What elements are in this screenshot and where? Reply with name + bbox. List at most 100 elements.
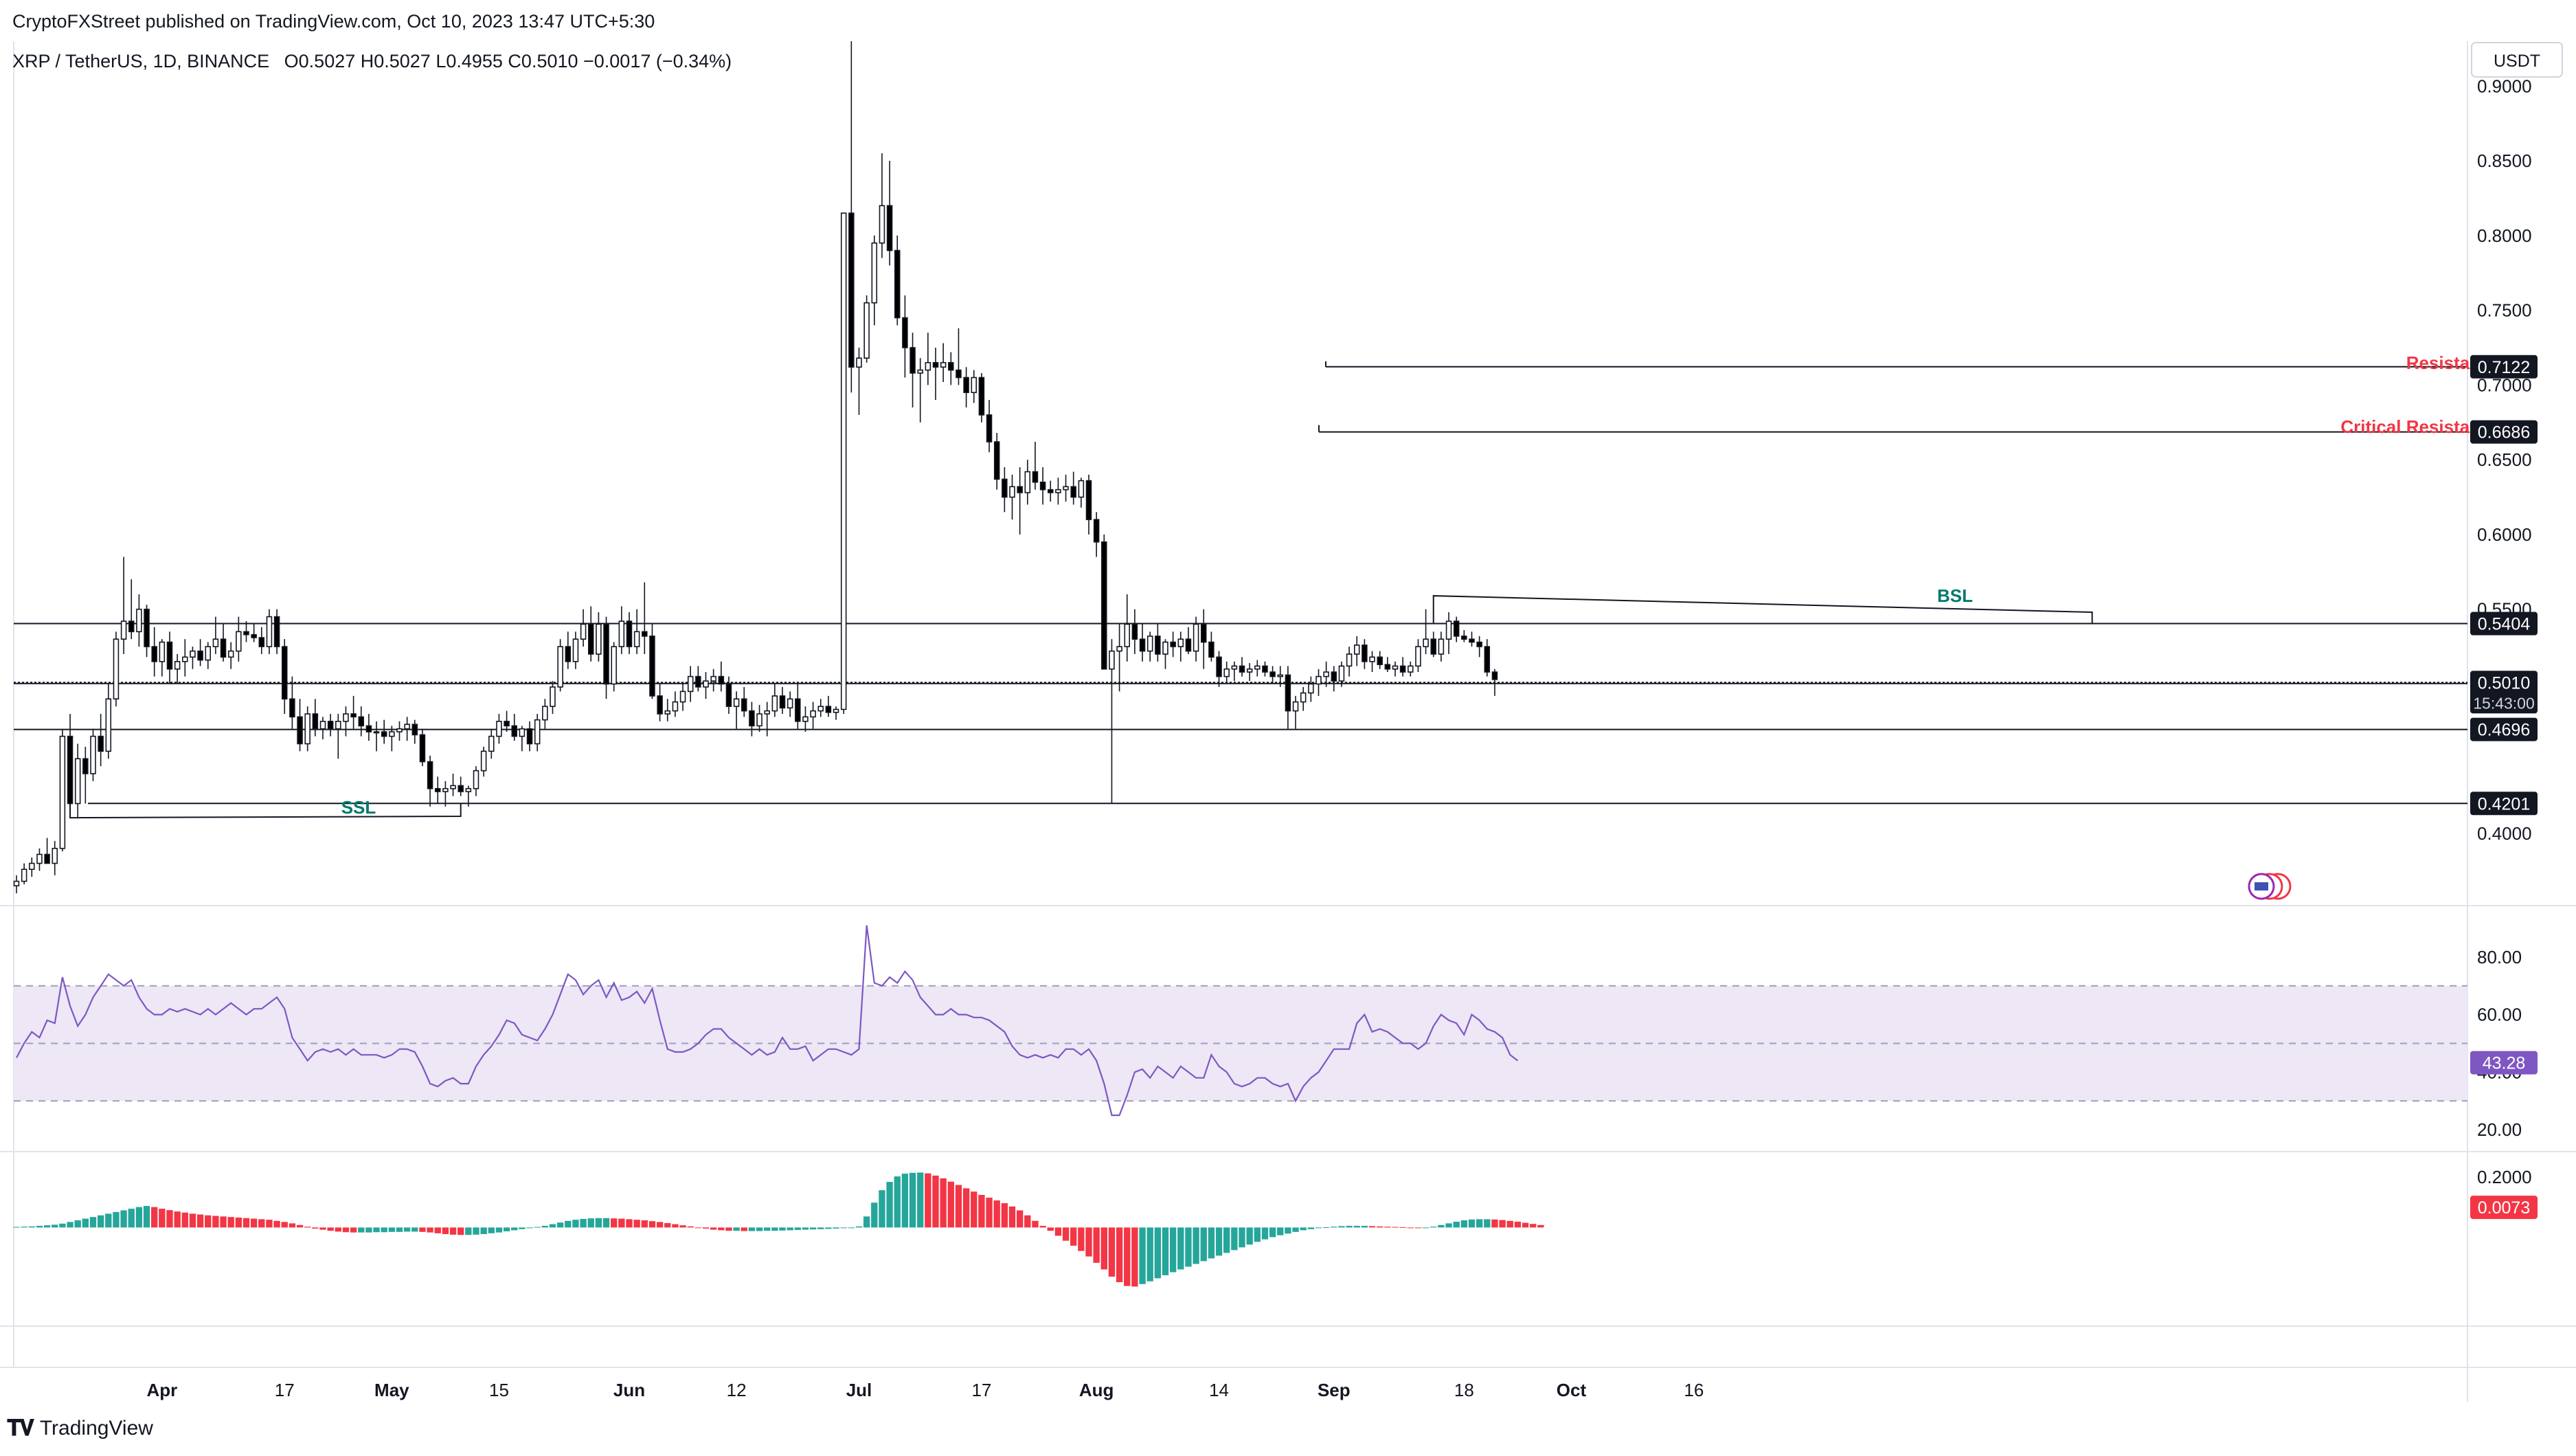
candle[interactable] — [542, 699, 548, 729]
candle[interactable] — [44, 838, 50, 864]
candle[interactable] — [948, 352, 954, 385]
candle[interactable] — [236, 616, 242, 662]
candle[interactable] — [856, 347, 862, 415]
candle[interactable] — [1193, 616, 1199, 662]
candle[interactable] — [1423, 609, 1429, 654]
candle[interactable] — [1039, 467, 1046, 505]
candle[interactable] — [174, 653, 181, 684]
candle[interactable] — [1055, 478, 1061, 505]
candle[interactable] — [795, 684, 801, 729]
candle[interactable] — [587, 606, 594, 662]
candle[interactable] — [557, 639, 563, 692]
candle[interactable] — [932, 347, 939, 401]
candle[interactable] — [144, 605, 150, 658]
candle[interactable] — [1438, 631, 1445, 662]
candle[interactable] — [1445, 612, 1452, 654]
candle[interactable] — [840, 212, 847, 714]
candle[interactable] — [1185, 627, 1192, 654]
candle[interactable] — [817, 699, 824, 717]
candle[interactable] — [1223, 661, 1230, 684]
candle[interactable] — [894, 235, 901, 326]
candle[interactable] — [1216, 651, 1222, 687]
candle[interactable] — [1484, 639, 1491, 677]
candle[interactable] — [90, 728, 96, 781]
candle[interactable] — [1346, 647, 1353, 677]
candle[interactable] — [67, 713, 74, 816]
candle[interactable] — [404, 717, 410, 741]
candle[interactable] — [59, 728, 66, 852]
candle[interactable] — [963, 367, 969, 407]
candle[interactable] — [297, 699, 303, 752]
candle[interactable] — [1377, 651, 1383, 669]
candle[interactable] — [212, 616, 219, 654]
candle[interactable] — [871, 235, 878, 326]
candle[interactable] — [1461, 630, 1467, 642]
candle[interactable] — [1070, 471, 1076, 505]
candle[interactable] — [258, 627, 265, 654]
candle[interactable] — [756, 704, 762, 732]
candle[interactable] — [1476, 636, 1482, 658]
candle[interactable] — [52, 840, 58, 875]
candle[interactable] — [98, 713, 104, 767]
candle[interactable] — [82, 746, 89, 804]
candle[interactable] — [764, 702, 770, 737]
candle[interactable] — [1002, 467, 1008, 513]
candle[interactable] — [411, 719, 418, 744]
candle[interactable] — [335, 713, 341, 759]
candle[interactable] — [687, 666, 694, 702]
candle[interactable] — [802, 706, 809, 732]
histogram-pane[interactable] — [13, 1172, 1544, 1287]
candle[interactable] — [511, 713, 518, 741]
candle[interactable] — [519, 726, 526, 752]
candle[interactable] — [863, 295, 870, 363]
candle[interactable] — [113, 631, 120, 707]
candle[interactable] — [1063, 474, 1069, 502]
candle[interactable] — [365, 713, 372, 741]
candle[interactable] — [1246, 662, 1253, 682]
candle[interactable] — [1469, 631, 1475, 647]
candle[interactable] — [166, 631, 173, 684]
candle[interactable] — [611, 642, 617, 692]
candle[interactable] — [902, 295, 908, 378]
rsi-pane[interactable] — [14, 925, 2467, 1117]
candle[interactable] — [442, 781, 449, 807]
candle[interactable] — [1109, 639, 1115, 804]
candle[interactable] — [227, 642, 234, 669]
candle[interactable] — [940, 343, 947, 382]
candle[interactable] — [36, 848, 43, 871]
candle[interactable] — [733, 691, 740, 729]
candle[interactable] — [343, 706, 349, 737]
candle[interactable] — [1254, 660, 1261, 677]
candle[interactable] — [373, 721, 380, 752]
bsl-line[interactable] — [1432, 595, 2093, 624]
candle[interactable] — [151, 627, 157, 677]
candle[interactable] — [633, 609, 640, 654]
candle[interactable] — [205, 642, 212, 669]
candle[interactable] — [956, 328, 962, 385]
candle[interactable] — [434, 776, 441, 804]
candle[interactable] — [971, 370, 978, 403]
candle[interactable] — [810, 702, 816, 729]
candle[interactable] — [642, 582, 648, 654]
candle[interactable] — [21, 863, 27, 884]
candle[interactable] — [679, 684, 686, 711]
candle[interactable] — [496, 713, 502, 744]
candle[interactable] — [1415, 639, 1421, 673]
candle[interactable] — [1323, 661, 1329, 687]
candle[interactable] — [664, 699, 671, 721]
candle[interactable] — [825, 695, 832, 717]
candlestick-series[interactable] — [13, 41, 1498, 893]
candle[interactable] — [703, 672, 709, 699]
candle[interactable] — [1024, 460, 1031, 505]
candle[interactable] — [1131, 609, 1138, 654]
candle[interactable] — [312, 699, 319, 737]
candle[interactable] — [1453, 616, 1460, 642]
candle[interactable] — [273, 609, 280, 654]
candle[interactable] — [725, 676, 732, 714]
candle[interactable] — [925, 333, 931, 385]
candle[interactable] — [1017, 467, 1023, 535]
candle[interactable] — [389, 726, 395, 752]
candle[interactable] — [281, 639, 288, 714]
candle[interactable] — [1231, 661, 1238, 682]
